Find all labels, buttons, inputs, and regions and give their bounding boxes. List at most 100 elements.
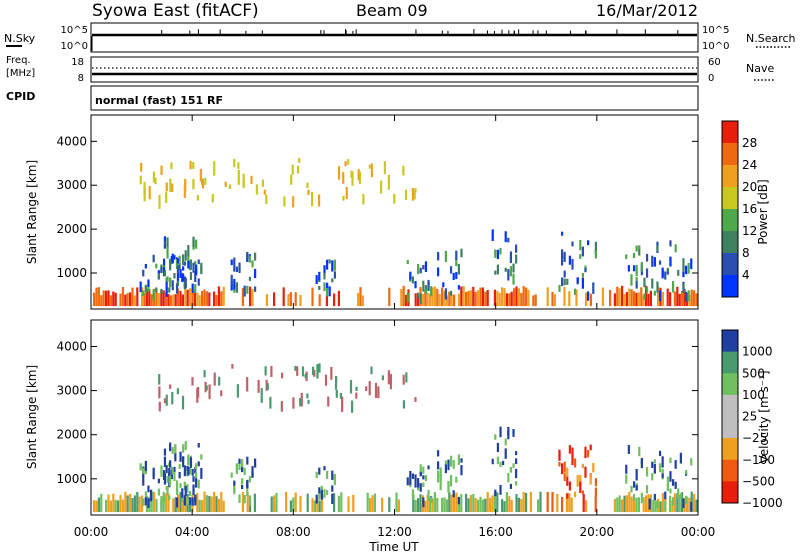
echo-cell (318, 500, 321, 513)
echo-cell (388, 287, 391, 307)
echo-cell (558, 284, 561, 292)
echo-cell (431, 287, 434, 307)
echo-cell (163, 398, 167, 404)
echo-cell (568, 291, 571, 307)
echo-cell (165, 465, 168, 474)
echo-cell (618, 495, 621, 513)
echo-cell (112, 493, 115, 513)
echo-cell (246, 492, 249, 513)
colorbar-segment (722, 373, 738, 396)
echo-cell (630, 485, 633, 493)
echo-cell (579, 240, 582, 251)
echo-cell (653, 257, 656, 267)
echo-cell (249, 286, 252, 307)
echo-cell (589, 444, 592, 451)
echo-cell (621, 499, 624, 513)
echo-cell (654, 500, 657, 513)
echo-cell (117, 500, 120, 513)
echo-cell (433, 286, 436, 307)
echo-cell (586, 450, 590, 458)
echo-cell (186, 289, 189, 307)
echo-cell (411, 473, 415, 479)
echo-cell (369, 498, 372, 513)
echo-cell (297, 165, 300, 174)
echo-cell (563, 286, 566, 307)
echo-cell (189, 497, 192, 513)
echo-cell (568, 481, 571, 491)
echo-cell (261, 179, 265, 187)
echo-cell (449, 455, 453, 467)
echo-cell (200, 467, 203, 479)
colorbar-tick-label: 24 (742, 158, 757, 172)
echo-cell (439, 483, 442, 491)
echo-cell (173, 466, 176, 472)
colorbar-segment (722, 143, 738, 166)
echo-cell (674, 244, 677, 253)
echo-cell (210, 496, 213, 513)
echo-cell (422, 497, 425, 508)
echo-cell (179, 269, 182, 279)
echo-cell (181, 294, 184, 307)
colorbar-tick-label: 16 (742, 202, 757, 216)
power-colorbar-label: Power [dB] (756, 179, 770, 244)
echo-cell (445, 499, 448, 513)
echo-cell (141, 495, 144, 513)
echo-cell (658, 290, 662, 302)
echo-cell (560, 463, 564, 475)
velocity-cells (93, 363, 698, 513)
echo-cell (505, 492, 508, 513)
echo-cell (162, 491, 165, 513)
velocity-ylabel: Slant Range [km] (25, 365, 39, 469)
echo-cell (678, 495, 681, 513)
echo-cell (142, 269, 145, 277)
echo-cell (213, 491, 216, 513)
echo-cell (235, 266, 239, 272)
echo-cell (566, 476, 569, 486)
echo-cell (176, 273, 180, 285)
echo-cell (196, 388, 199, 403)
echo-cell (571, 241, 574, 247)
echo-cell (513, 288, 516, 307)
echo-cell (414, 281, 417, 289)
colorbar-tick-label: 25 (742, 410, 757, 424)
echo-cell (638, 446, 641, 457)
echo-cell (265, 386, 268, 391)
echo-cell (316, 499, 319, 513)
echo-cell (474, 497, 477, 513)
echo-cell (197, 443, 200, 448)
station-title: Syowa East (fitACF) (92, 1, 259, 21)
echo-cell (370, 163, 373, 178)
echo-cell (566, 493, 569, 499)
echo-cell (306, 493, 309, 513)
echo-cell (144, 491, 147, 500)
echo-cell (368, 164, 371, 169)
echo-cell (188, 497, 192, 505)
colorbar-segment (722, 351, 738, 374)
echo-cell (589, 474, 592, 485)
echo-cell (131, 497, 134, 513)
echo-cell (241, 287, 244, 307)
echo-cell (558, 452, 561, 458)
echo-cell (395, 492, 398, 513)
echo-cell (507, 426, 510, 436)
echo-cell (291, 164, 294, 175)
colorbar-segment (722, 459, 738, 482)
echo-cell (184, 485, 187, 497)
echo-cell (627, 444, 630, 454)
echo-cell (448, 492, 451, 513)
echo-cell (197, 479, 200, 489)
echo-cell (499, 426, 502, 438)
echo-cell (316, 364, 319, 379)
colorbar-segment (722, 330, 738, 353)
echo-cell (362, 193, 365, 205)
echo-cell (224, 181, 227, 187)
freq-trace (92, 67, 697, 76)
echo-cell (147, 485, 150, 493)
echo-cell (491, 229, 494, 242)
echo-cell (666, 484, 669, 492)
echo-cell (197, 461, 200, 467)
echo-cell (421, 293, 424, 307)
echo-cell (632, 481, 636, 488)
echo-cell (460, 248, 463, 258)
echo-cell (503, 501, 506, 513)
